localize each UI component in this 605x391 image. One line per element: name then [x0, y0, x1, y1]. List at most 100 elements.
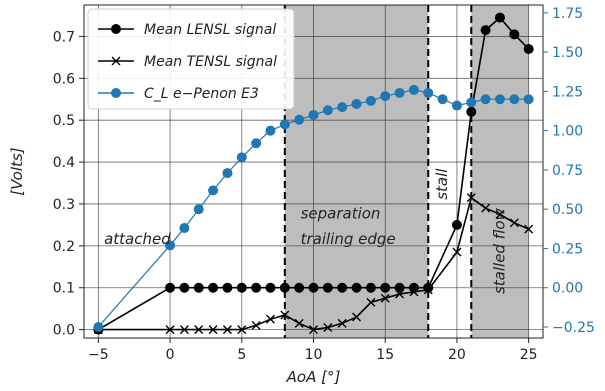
x-axis-label: AoA [°] [286, 368, 341, 386]
series-0-point-7 [251, 282, 262, 293]
y-right-tick-label-0: −0.25 [552, 320, 595, 336]
series-2-point-8 [265, 125, 276, 136]
y-right-tick-label-5: 1.00 [552, 124, 583, 140]
series-2-point-11 [308, 109, 319, 120]
series-1-point-20 [452, 247, 462, 257]
series-0-point-22 [480, 25, 491, 36]
y-axis-ticks: 0.0 0.1 0.2 0.3 0.4 0.5 0.6 0.7 [53, 29, 84, 339]
legend: Mean LENSL signal Mean TENSL signal C_L e−… [87, 8, 295, 110]
x-tick-label-4: 15 [376, 347, 394, 363]
series-0-point-13 [337, 282, 348, 293]
series-1-point-13 [337, 318, 347, 328]
series-2-point-0 [93, 322, 104, 333]
series-2-point-14 [351, 98, 362, 109]
y-axis-label: [Volts] [8, 147, 26, 195]
shaded-region-0 [284, 5, 429, 338]
series-2-point-1 [165, 240, 176, 251]
annotation-sep2: trailing edge [301, 230, 396, 248]
series-0-point-20 [451, 219, 462, 230]
y-right-tick-label-3: 0.50 [552, 202, 583, 218]
series-1-point-6 [237, 325, 247, 335]
y-right-tick-label-2: 0.25 [552, 241, 583, 257]
series-2-point-2 [179, 223, 190, 234]
y-tick-label-3: 0.3 [53, 197, 75, 213]
series-1-point-16 [380, 293, 390, 303]
y-tick-label-5: 0.5 [53, 113, 75, 129]
annotation-stalled: stalled flow [490, 207, 508, 294]
series-2-point-12 [322, 105, 333, 116]
y-tick-label-2: 0.2 [53, 239, 75, 255]
series-0-point-25 [523, 43, 534, 54]
legend-marker-0 [111, 24, 121, 34]
series-0-point-4 [208, 282, 219, 293]
y-right-tick-label-7: 1.50 [552, 45, 583, 61]
series-1-point-17 [395, 289, 405, 299]
legend-box [87, 8, 295, 110]
series-2-point-21 [451, 100, 462, 111]
series-2-point-19 [423, 87, 434, 98]
series-1-point-23 [495, 209, 505, 219]
series-1-point-2 [179, 325, 189, 335]
series-2-point-16 [380, 91, 391, 102]
x-tick-label-0: −5 [88, 347, 109, 363]
series-0-point-16 [380, 282, 391, 293]
series-0-point-6 [236, 282, 247, 293]
x-tick-label-1: 0 [166, 347, 175, 363]
series-2-point-26 [523, 94, 534, 105]
series-2-point-25 [509, 94, 520, 105]
series-1-point-3 [194, 325, 204, 335]
series-2-point-20 [437, 94, 448, 105]
series-0-point-12 [322, 282, 333, 293]
series-1-point-7 [251, 320, 261, 330]
series-0-point-9 [279, 282, 290, 293]
series-1-point-22 [481, 203, 491, 213]
series-0-point-23 [494, 12, 505, 23]
series-0-point-21 [466, 106, 477, 117]
series-0-point-14 [351, 282, 362, 293]
series-2-point-10 [294, 114, 305, 125]
series-0-point-8 [265, 282, 276, 293]
series-1-point-8 [265, 314, 275, 324]
series-2-point-9 [279, 119, 290, 130]
annotations: attached separation trailing edge stall stal… [104, 168, 508, 294]
x-axis-ticks: −5 0 5 10 15 20 25 [88, 338, 538, 363]
series-0-point-11 [308, 282, 319, 293]
series-0-point-3 [193, 282, 204, 293]
series-2-point-7 [251, 138, 262, 149]
series-0-point-5 [222, 282, 233, 293]
series-1-point-24 [509, 218, 519, 228]
y-right-axis-ticks: −0.25 0.00 0.25 0.50 0.75 1.00 1.25 1.50 1.75 [543, 6, 595, 336]
series-1-point-15 [366, 297, 376, 307]
series-1-point-5 [222, 325, 232, 335]
y-tick-label-4: 0.4 [53, 155, 75, 171]
y-tick-label-6: 0.6 [53, 71, 75, 87]
series-2-point-15 [365, 95, 376, 106]
series-0-point-1 [165, 282, 176, 293]
legend-marker-1 [111, 56, 121, 66]
y-right-tick-label-1: 0.00 [552, 281, 583, 297]
legend-label-1: Mean TENSL signal [144, 54, 277, 70]
legend-label-2: C_L e−Penon E3 [144, 86, 259, 102]
y-tick-label-1: 0.1 [53, 281, 75, 297]
y-right-tick-label-6: 1.25 [552, 84, 583, 100]
series-1-point-10 [294, 318, 304, 328]
series-1-point-14 [352, 312, 362, 322]
series-layer [93, 12, 534, 335]
series-1-point-9 [280, 310, 290, 320]
y-tick-label-0: 0.0 [53, 323, 75, 339]
series-0-point-2 [179, 282, 190, 293]
y-tick-label-7: 0.7 [53, 29, 75, 45]
y-right-tick-label-4: 0.75 [552, 163, 583, 179]
x-tick-label-2: 5 [237, 347, 246, 363]
series-2-point-3 [193, 204, 204, 215]
series-0-point-24 [509, 29, 520, 40]
x-tick-label-5: 20 [448, 347, 466, 363]
series-1-point-4 [208, 325, 218, 335]
legend-marker-2 [111, 88, 121, 98]
series-1-point-12 [323, 323, 333, 333]
series-2-point-18 [408, 84, 419, 95]
legend-label-0: Mean LENSL signal [144, 22, 276, 38]
x-tick-label-6: 25 [520, 347, 538, 363]
series-2-point-22 [466, 97, 477, 108]
